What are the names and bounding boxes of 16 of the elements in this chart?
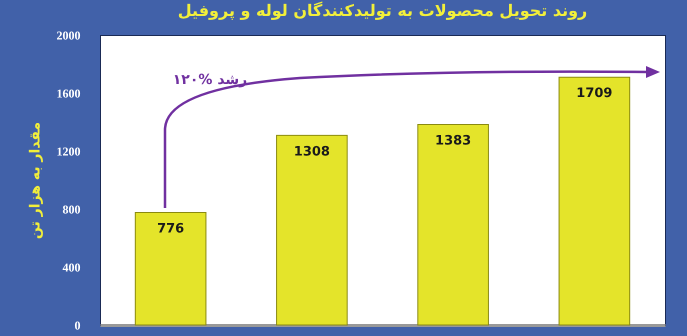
data-label: 1383 bbox=[435, 133, 472, 148]
y-tick-label: 1200 bbox=[56, 144, 80, 158]
bar bbox=[558, 76, 630, 326]
chart-title: روند تحویل محصولات به تولیدکنندگان لوله و پروفیل bbox=[178, 1, 588, 20]
y-tick-label: 400 bbox=[62, 260, 80, 274]
data-label: 776 bbox=[157, 221, 184, 236]
y-axis-title: مقدار به هزار تن bbox=[28, 122, 44, 240]
bar bbox=[134, 212, 206, 326]
y-tick-label: 800 bbox=[62, 202, 80, 216]
bar bbox=[417, 124, 489, 326]
data-label: 1308 bbox=[294, 144, 330, 160]
y-tick-label: 2000 bbox=[56, 28, 80, 42]
data-label: 1709 bbox=[576, 86, 612, 102]
y-tick-label: 0 bbox=[74, 318, 80, 332]
y-tick-label: 1600 bbox=[56, 86, 80, 100]
bar bbox=[276, 134, 348, 326]
